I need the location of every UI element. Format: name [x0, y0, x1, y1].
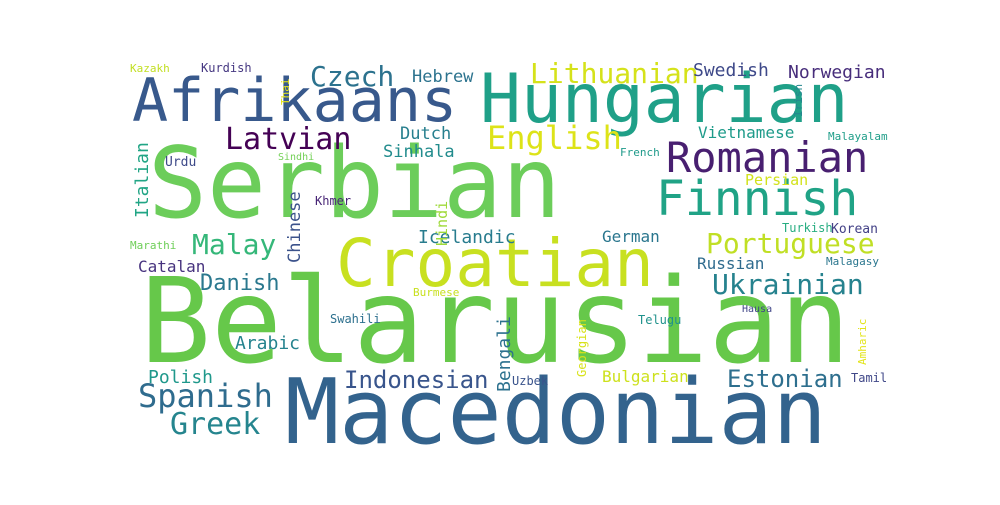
word-malayalam: Malayalam — [828, 130, 888, 143]
word-korean: Korean — [831, 222, 878, 237]
word-arabic: Arabic — [235, 333, 300, 354]
word-lithuanian: Lithuanian — [530, 57, 699, 90]
word-italian: Italian — [132, 142, 153, 218]
word-afrikaans: Afrikaans — [132, 66, 457, 136]
word-russian: Russian — [697, 254, 764, 273]
word-urdu: Urdu — [165, 155, 196, 170]
word-german: German — [602, 227, 660, 246]
word-turkish: Turkish — [782, 221, 833, 235]
word-dutch: Dutch — [400, 124, 451, 144]
word-swahili: Swahili — [330, 312, 381, 326]
word-hausa: Hausa — [742, 304, 772, 315]
word-amharic: Amharic — [856, 319, 869, 365]
word-tamil: Tamil — [851, 371, 887, 385]
word-khmer: Khmer — [315, 194, 351, 208]
word-ukrainian: Ukrainian — [712, 268, 864, 301]
word-romanian: Romanian — [666, 133, 868, 182]
word-indonesian: Indonesian — [344, 366, 489, 394]
word-malagasy: Malagasy — [826, 255, 879, 268]
word-kurdish: Kurdish — [201, 61, 252, 75]
word-swedish: Swedish — [693, 60, 769, 81]
word-sindhi: Sindhi — [278, 152, 314, 163]
word-uzbek: Uzbek — [512, 374, 549, 388]
word-bengali: Bengali — [494, 316, 515, 392]
word-irish: Irish — [792, 84, 805, 117]
word-catalan: Catalan — [138, 257, 205, 276]
word-marathi: Marathi — [130, 239, 176, 252]
word-sinhala: Sinhala — [383, 142, 455, 162]
word-french: French — [620, 146, 660, 159]
word-belarusian: Belarusian — [140, 252, 850, 390]
word-bulgarian: Bulgarian — [602, 367, 689, 386]
word-georgian: Georgian — [575, 319, 589, 377]
word-telugu: Telugu — [638, 313, 681, 327]
word-polish: Polish — [148, 367, 213, 388]
word-spanish: Spanish — [138, 377, 273, 415]
word-chinese: Chinese — [285, 191, 305, 263]
word-danish: Danish — [200, 271, 279, 296]
word-hindi: Hindi — [433, 201, 451, 246]
word-latvian: Latvian — [225, 122, 351, 157]
word-burmese: Burmese — [413, 286, 459, 299]
word-macedonian: Macedonian — [285, 360, 827, 465]
word-vietnamese: Vietnamese — [698, 123, 794, 142]
word-portuguese: Portuguese — [706, 227, 875, 260]
word-croatian: Croatian — [336, 225, 654, 302]
word-hungarian: Hungarian — [480, 60, 848, 139]
word-finnish: Finnish — [656, 171, 858, 227]
word-greek: Greek — [170, 407, 260, 442]
word-hebrew: Hebrew — [412, 67, 474, 87]
word-estonian: Estonian — [727, 365, 843, 393]
word-norwegian: Norwegian — [788, 62, 886, 83]
word-thai: Thai — [279, 79, 292, 106]
word-serbian: Serbian — [148, 127, 561, 241]
word-malay: Malay — [192, 228, 276, 261]
word-persian: Persian — [745, 171, 808, 189]
word-kazakh: Kazakh — [130, 62, 170, 75]
word-english: English — [487, 119, 622, 157]
word-czech: Czech — [310, 60, 394, 93]
word-icelandic: Icelandic — [418, 227, 516, 248]
